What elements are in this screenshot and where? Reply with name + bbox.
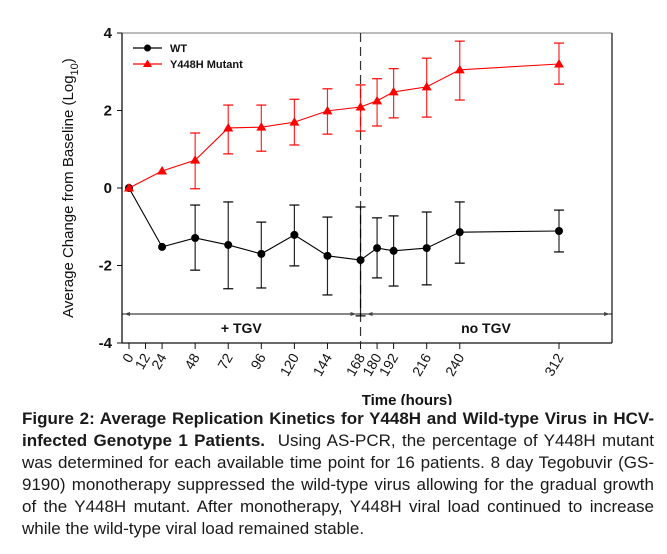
legend-label: Y448H Mutant <box>170 59 243 71</box>
data-point <box>356 256 365 265</box>
data-point <box>257 249 266 258</box>
x-tick-label: 12 <box>131 350 153 372</box>
data-point <box>373 244 382 253</box>
legend-marker <box>143 59 152 67</box>
y-axis-title: Average Change from Baseline (Log10) <box>60 58 81 318</box>
phase-arrowhead <box>366 311 373 316</box>
data-point <box>389 246 398 255</box>
data-point <box>554 59 564 68</box>
data-point <box>322 105 333 115</box>
x-tick-label: 48 <box>181 350 203 372</box>
y-tick-label: -2 <box>99 258 112 275</box>
phase-arrowhead <box>350 311 357 316</box>
x-tick-label: 192 <box>376 350 402 378</box>
y-tick-label: 4 <box>104 25 113 42</box>
data-point <box>555 227 563 236</box>
data-point <box>289 117 300 126</box>
data-point <box>372 95 383 105</box>
caption-text: Using AS-PCR, the percentage of Y448H mu… <box>22 431 654 538</box>
data-point <box>422 244 431 253</box>
x-tick-label: 312 <box>541 350 567 378</box>
x-tick-label: 72 <box>214 350 236 372</box>
data-point <box>223 122 234 132</box>
data-point <box>323 251 332 260</box>
x-tick-label: 144 <box>310 350 336 378</box>
data-point <box>455 228 464 237</box>
data-point <box>388 86 399 96</box>
data-point <box>191 233 200 242</box>
x-tick-label: 216 <box>409 350 435 378</box>
data-point <box>157 165 168 175</box>
data-point <box>190 155 201 164</box>
y-tick-label: 0 <box>104 180 112 197</box>
data-point <box>454 64 465 74</box>
legend-marker <box>144 44 151 52</box>
phase-arrowhead <box>124 311 130 316</box>
data-point <box>256 122 267 131</box>
legend-label: WT <box>170 43 187 55</box>
data-point <box>290 230 299 239</box>
data-point <box>421 81 432 91</box>
y-tick-label: -4 <box>99 335 113 352</box>
data-point <box>124 183 134 192</box>
data-point <box>355 102 366 111</box>
data-point <box>158 242 167 251</box>
series-y448h-mutant <box>124 40 564 192</box>
phase-label: + TGV <box>221 320 263 336</box>
x-tick-label: 240 <box>442 350 468 378</box>
data-point <box>224 240 233 249</box>
y-tick-label: 2 <box>104 103 112 120</box>
series-wt <box>125 184 564 317</box>
legend: WT Y448H Mutant <box>133 43 243 71</box>
phase-arrowhead <box>604 311 610 316</box>
series-line <box>128 63 560 189</box>
x-tick-label: 96 <box>247 350 269 372</box>
series-line <box>128 187 560 261</box>
phase-label: no TGV <box>461 320 511 336</box>
caption-title: Figure 2: Average Replication Kinetics f… <box>22 409 654 450</box>
x-axis-title: Time (hours) <box>362 392 453 405</box>
x-tick-label: 120 <box>276 350 302 378</box>
x-tick-label: 24 <box>148 350 170 372</box>
figure-caption: Figure 2: Average Replication Kinetics f… <box>22 408 654 540</box>
